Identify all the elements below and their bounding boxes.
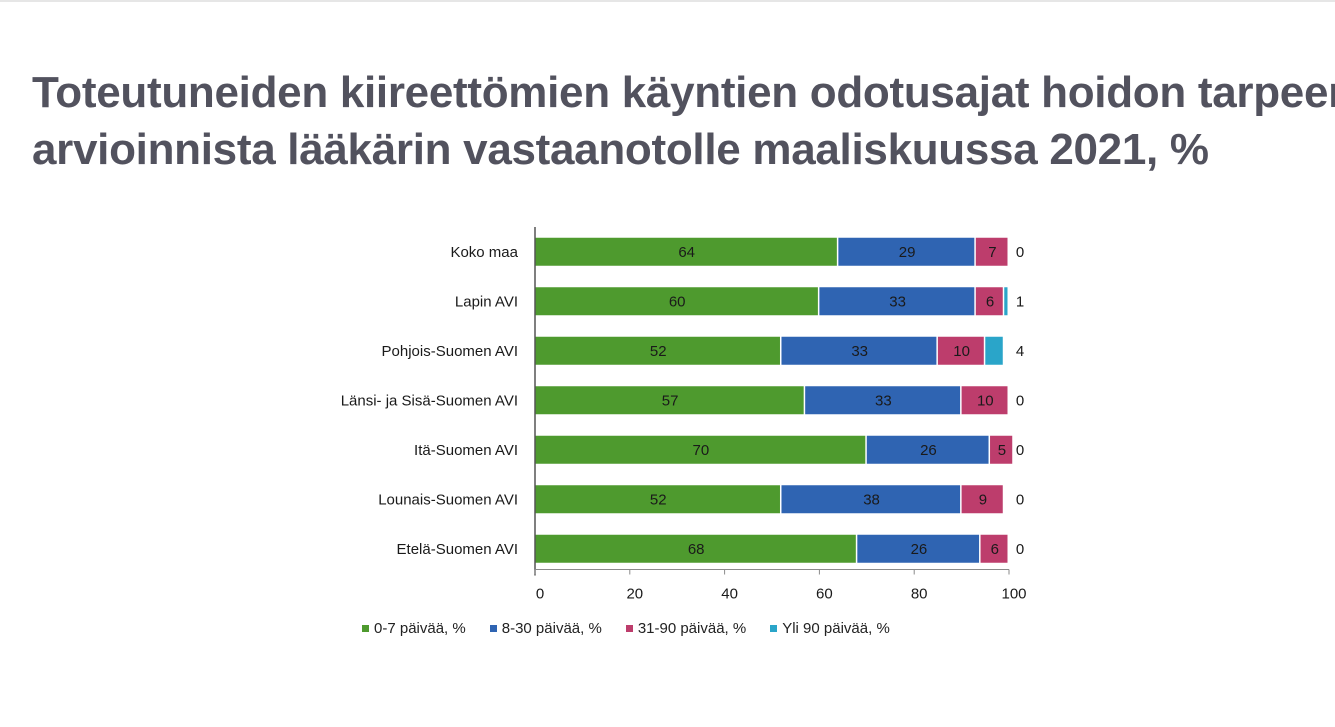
bar-segment	[805, 386, 961, 415]
bar-segment	[857, 534, 980, 563]
data-label: 6	[986, 293, 994, 310]
data-label-yli-90: 4	[1016, 343, 1024, 360]
bar-segment	[985, 336, 1003, 365]
bar-segment	[975, 237, 1008, 266]
bar-segment	[535, 287, 818, 316]
data-label: 33	[851, 343, 868, 360]
top-border	[0, 0, 1335, 2]
x-tick-label: 60	[816, 586, 833, 603]
legend-item: 8-30 päivää, %	[489, 619, 602, 637]
data-label-yli-90: 0	[1016, 392, 1024, 409]
data-label: 5	[998, 442, 1006, 459]
data-label: 26	[920, 442, 937, 459]
data-label: 52	[650, 343, 667, 360]
legend-label: 31-90 päivää, %	[637, 619, 747, 637]
x-tick-label: 100	[1001, 586, 1026, 603]
bar-segment	[975, 287, 1003, 316]
data-label-yli-90: 0	[1016, 541, 1024, 558]
category-label: Länsi- ja Sisä-Suomen AVI	[341, 392, 518, 409]
bar-segment	[937, 336, 984, 365]
bar-segment	[535, 485, 780, 514]
bar-segment	[819, 287, 975, 316]
data-label: 7	[988, 244, 996, 261]
bar-segment	[535, 237, 837, 266]
data-label: 38	[863, 491, 880, 508]
bar-segment	[980, 534, 1008, 563]
bar-segment	[961, 386, 1008, 415]
bar-segment	[781, 336, 937, 365]
legend-item: 31-90 päivää, %	[625, 619, 747, 637]
data-label: 6	[991, 541, 999, 558]
data-label-yli-90: 1	[1016, 293, 1024, 310]
category-label: Etelä-Suomen AVI	[397, 541, 518, 558]
data-label-yli-90: 0	[1016, 491, 1024, 508]
data-label: 10	[953, 343, 970, 360]
legend-swatch	[770, 624, 778, 632]
data-label: 10	[977, 392, 994, 409]
x-tick-label: 0	[536, 586, 544, 603]
data-label: 33	[889, 293, 906, 310]
data-label: 57	[662, 392, 679, 409]
bar-segment	[961, 485, 1003, 514]
legend-item: Yli 90 päivää, %	[770, 620, 890, 637]
data-label: 64	[678, 244, 695, 261]
x-tick-label: 20	[626, 586, 643, 603]
category-label: Pohjois-Suomen AVI	[382, 343, 518, 360]
category-label: Itä-Suomen AVI	[414, 442, 518, 459]
chart-legend: 0-7 päivää, % 8-30 päivää, % 31-90 päivää,…	[362, 618, 914, 638]
x-tick-label: 80	[911, 586, 928, 603]
bar-segment	[535, 435, 866, 464]
bar-segment	[535, 534, 856, 563]
data-label: 33	[875, 392, 892, 409]
data-label: 26	[911, 541, 928, 558]
bar-segment	[535, 336, 780, 365]
data-label: 52	[650, 491, 667, 508]
bar-segment	[781, 485, 961, 514]
data-label-yli-90: 0	[1016, 442, 1024, 459]
legend-item: 0-7 päivää, %	[362, 620, 466, 637]
data-label: 60	[669, 293, 686, 310]
data-label: 29	[899, 244, 916, 261]
data-label: 9	[979, 491, 987, 508]
legend-swatch	[489, 624, 497, 632]
data-label: 70	[693, 442, 710, 459]
legend-label: Yli 90 päivää, %	[782, 619, 890, 637]
legend-swatch	[362, 624, 369, 632]
bar-segment	[866, 435, 989, 464]
category-label: Lounais-Suomen AVI	[378, 491, 518, 508]
data-label: 68	[688, 541, 705, 558]
x-tick-label: 40	[721, 586, 738, 603]
bar-segment	[838, 237, 975, 266]
slide-title: Toteutuneiden kiireettömien käyntien odo…	[32, 64, 1335, 178]
bar-segment	[1004, 287, 1008, 316]
title-line-2: arvioinnista lääkärin vastaanotolle maal…	[32, 125, 1209, 174]
bar-segment	[990, 435, 1013, 464]
data-label-yli-90: 0	[1016, 244, 1024, 261]
legend-label: 0-7 päivää, %	[374, 619, 466, 637]
title-line-1: Toteutuneiden kiireettömien käyntien odo…	[32, 68, 1335, 117]
legend-label: 8-30 päivää, %	[501, 619, 602, 637]
category-label: Lapin AVI	[455, 293, 518, 310]
legend-swatch	[625, 624, 633, 632]
category-label: Koko maa	[450, 244, 518, 261]
bar-segment	[535, 386, 804, 415]
